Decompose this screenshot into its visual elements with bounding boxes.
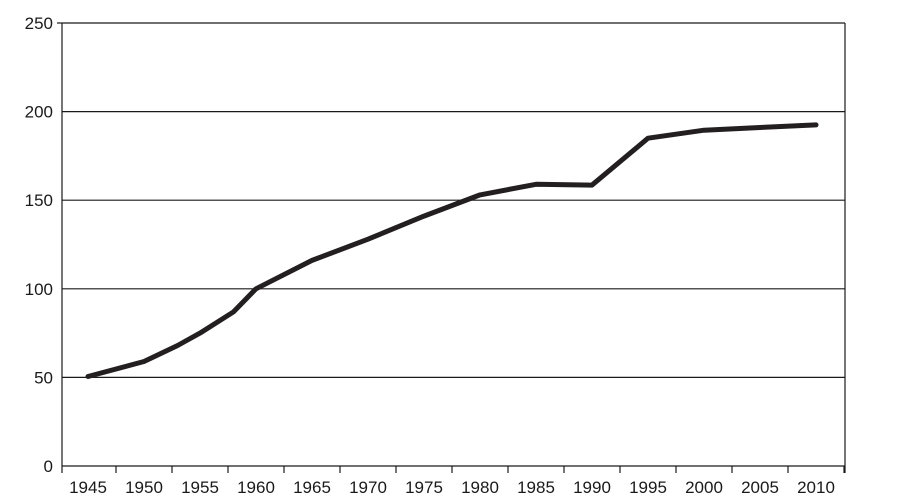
y-tick-label-250: 250 <box>25 14 53 33</box>
x-tick-label-1995: 1995 <box>629 478 667 497</box>
y-tick-label-150: 150 <box>25 191 53 210</box>
y-axis-tick-labels: 0 50 100 150 200 250 <box>25 14 53 476</box>
series-line-0 <box>85 122 819 379</box>
x-axis-tick-labels: 1945 1950 1955 1960 1965 1970 1975 1980 1985 1990… <box>69 478 835 497</box>
x-tick-label-2000: 2000 <box>685 478 723 497</box>
x-tick-label-1985: 1985 <box>517 478 555 497</box>
y-tick-label-200: 200 <box>25 103 53 122</box>
y-tick-label-100: 100 <box>25 280 53 299</box>
axes <box>57 22 846 473</box>
x-tick-label-1960: 1960 <box>237 478 275 497</box>
x-tick-label-1955: 1955 <box>181 478 219 497</box>
y-tick-label-0: 0 <box>44 457 53 476</box>
x-tick-label-1945: 1945 <box>69 478 107 497</box>
x-tick-label-1965: 1965 <box>293 478 331 497</box>
x-tick-label-2010: 2010 <box>797 478 835 497</box>
x-tick-label-1990: 1990 <box>573 478 611 497</box>
x-tick-label-1950: 1950 <box>125 478 163 497</box>
gridlines <box>62 22 845 378</box>
x-tick-label-1975: 1975 <box>405 478 443 497</box>
x-tick-label-1980: 1980 <box>461 478 499 497</box>
x-tick-label-1970: 1970 <box>349 478 387 497</box>
x-tick-label-2005: 2005 <box>741 478 779 497</box>
y-tick-label-50: 50 <box>34 368 53 387</box>
series-layer <box>85 122 819 379</box>
